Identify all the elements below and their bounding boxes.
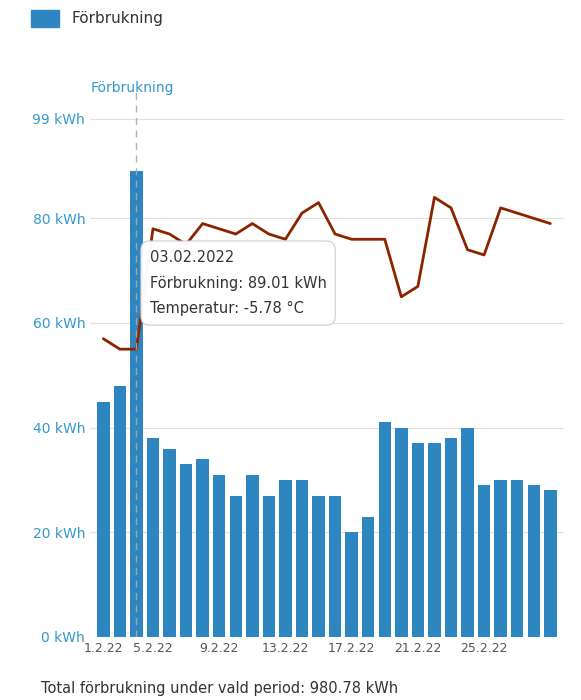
Bar <box>379 422 391 637</box>
Bar <box>180 464 192 637</box>
Bar <box>279 480 292 637</box>
Bar <box>445 438 457 637</box>
Bar <box>544 491 557 637</box>
Text: Förbrukning: Förbrukning <box>91 81 174 95</box>
Bar <box>478 485 490 637</box>
Bar <box>313 496 325 637</box>
Bar <box>130 172 142 637</box>
Bar <box>114 386 126 637</box>
Bar <box>229 496 242 637</box>
Bar <box>147 438 159 637</box>
Bar <box>412 443 424 637</box>
Text: Total förbrukning under vald period: 980.78 kWh: Total förbrukning under vald period: 980… <box>41 682 398 696</box>
Bar <box>329 496 341 637</box>
Bar <box>511 480 523 637</box>
Bar <box>296 480 308 637</box>
Bar <box>246 475 259 637</box>
Bar <box>263 496 275 637</box>
Bar <box>362 517 374 637</box>
Bar <box>461 428 474 637</box>
Bar <box>428 443 440 637</box>
Bar <box>346 532 358 637</box>
Text: 03.02.2022
Förbrukning: 89.01 kWh
Temperatur: -5.78 °C: 03.02.2022 Förbrukning: 89.01 kWh Temper… <box>150 250 327 316</box>
Bar <box>163 449 175 637</box>
Legend: Förbrukning: Förbrukning <box>31 10 163 27</box>
Bar <box>395 428 407 637</box>
Bar <box>213 475 225 637</box>
Bar <box>494 480 507 637</box>
Bar <box>196 459 209 637</box>
Bar <box>97 402 109 637</box>
Bar <box>528 485 540 637</box>
